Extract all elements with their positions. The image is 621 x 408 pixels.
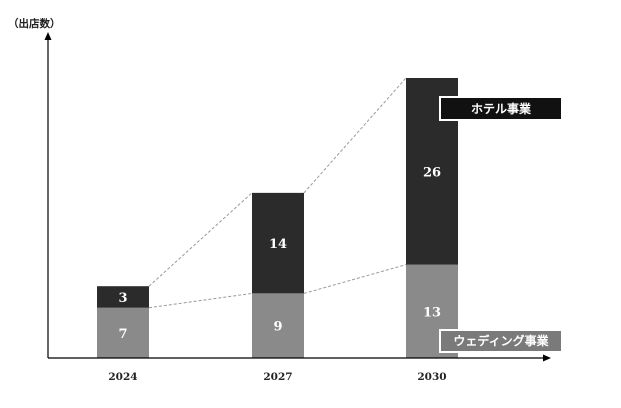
- x-axis-arrow: [543, 354, 551, 362]
- legend-hotel-box: [439, 96, 563, 121]
- y-axis-arrow: [44, 32, 52, 40]
- bar-wedding-2027: [252, 293, 304, 358]
- data-label-bar-wedding-2030: 13: [423, 305, 441, 320]
- x-tick-2024: 2024: [108, 371, 137, 383]
- legend-hotel: ホテル事業: [439, 96, 563, 121]
- connector-total-1: [303, 77, 407, 194]
- bar-hotel-2024: [97, 286, 149, 308]
- bar-hotel-2027: [252, 192, 304, 294]
- bars-group: 7 3 9 14 13 26: [97, 78, 458, 358]
- data-label-bar-hotel-2030: 26: [423, 165, 441, 180]
- data-label-bar-hotel-2027: 14: [269, 237, 287, 252]
- connector-wedding-0: [148, 292, 253, 309]
- connector-total-0: [148, 192, 253, 287]
- bar-wedding-2024: [97, 307, 149, 358]
- y-axis-label: （出店数）: [8, 17, 61, 30]
- legend-wedding-box: [439, 329, 563, 353]
- legend-wedding-label: ウェディング事業: [453, 333, 549, 348]
- data-label-bar-hotel-2024: 3: [118, 291, 127, 306]
- x-tick-2030: 2030: [417, 371, 446, 383]
- x-tick-labels: 2024 2027 2030: [108, 371, 446, 383]
- x-tick-2027: 2027: [263, 371, 292, 383]
- connector-lines: [148, 77, 407, 309]
- legend-wedding: ウェディング事業: [439, 329, 563, 353]
- axes-group: （出店数）: [8, 17, 551, 362]
- connector-wedding-1: [303, 264, 407, 294]
- data-label-bar-wedding-2027: 9: [273, 320, 282, 335]
- data-label-bar-wedding-2024: 7: [118, 327, 127, 342]
- legend-group: ホテル事業 ウェディング事業: [439, 96, 563, 353]
- legend-hotel-label: ホテル事業: [471, 101, 532, 116]
